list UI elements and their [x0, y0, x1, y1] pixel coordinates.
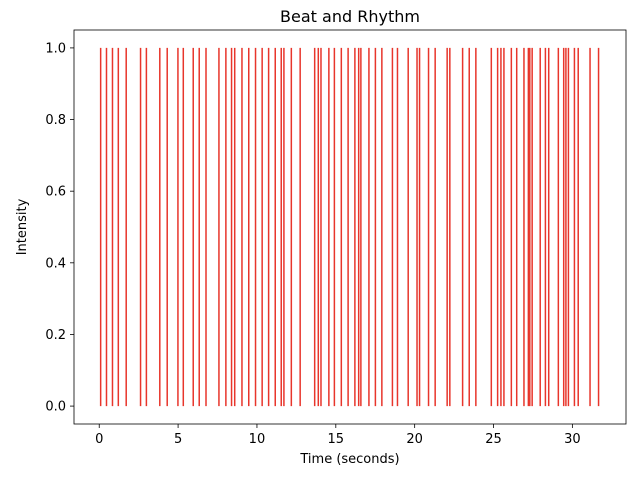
y-tick-label: 0.2 [45, 328, 66, 343]
y-axis-ticks: 0.0 0.2 0.4 0.6 0.8 1.0 [45, 41, 74, 415]
x-tick-label: 15 [328, 432, 345, 447]
y-tick-label: 1.0 [45, 41, 66, 56]
x-tick-label: 0 [95, 432, 103, 447]
event-lines [99, 47, 600, 407]
chart-title: Beat and Rhythm [280, 7, 420, 26]
x-axis-label: Time (seconds) [299, 452, 399, 467]
y-tick-label: 0.4 [45, 256, 66, 271]
y-tick-label: 0.0 [45, 400, 66, 415]
y-tick-label: 0.6 [45, 185, 66, 200]
plot-area [73, 29, 627, 425]
x-tick-label: 10 [249, 432, 266, 447]
plot-frame [73, 29, 627, 425]
x-tick-label: 25 [485, 432, 502, 447]
x-tick-label: 5 [174, 432, 182, 447]
x-axis-ticks: 0 5 10 15 20 25 30 [95, 424, 581, 447]
y-tick-label: 0.8 [45, 113, 66, 128]
x-tick-label: 30 [564, 432, 581, 447]
x-tick-label: 20 [406, 432, 423, 447]
y-axis-label: Intensity [15, 198, 30, 255]
